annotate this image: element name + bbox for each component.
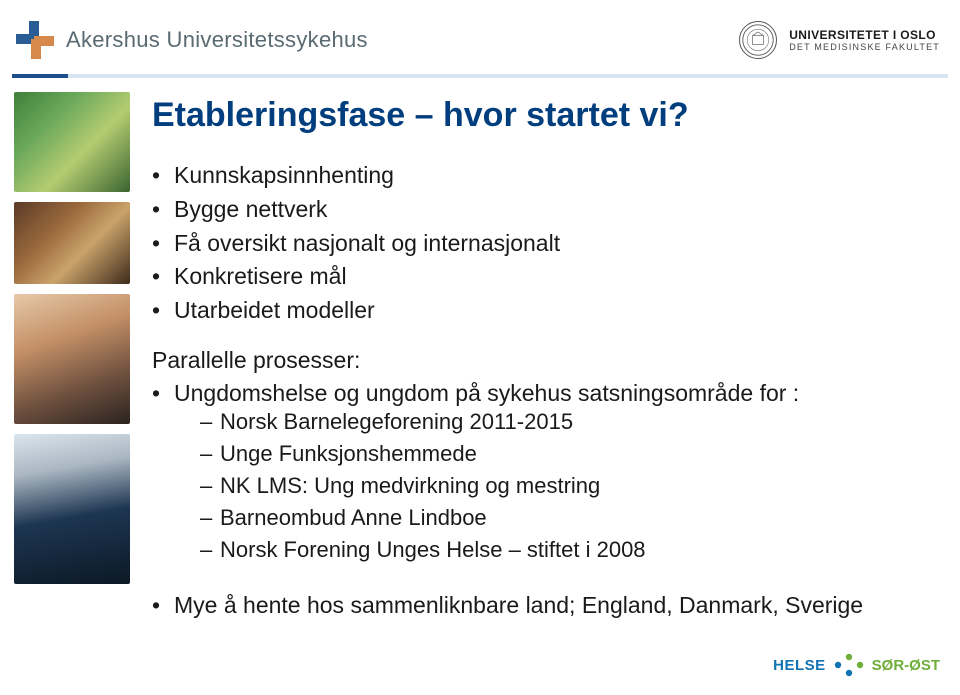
- sub-item: Norsk Barnelegeforening 2011-2015: [200, 408, 920, 436]
- bullet-text: Ungdomshelse og ungdom på sykehus satsni…: [174, 380, 799, 406]
- spacer: [152, 569, 920, 591]
- content-area: Etableringsfase – hvor startet vi? Kunns…: [152, 96, 920, 625]
- sub-item: Unge Funksjonshemmede: [200, 440, 920, 468]
- photo-2: [14, 202, 130, 284]
- bullet-list-last: Mye å hente hos sammenliknbare land; Eng…: [152, 591, 920, 620]
- page-title: Etableringsfase – hvor startet vi?: [152, 96, 920, 135]
- sub-list: Norsk Barnelegeforening 2011-2015 Unge F…: [200, 408, 920, 565]
- slide: Akershus Universitetssykehus UNIVERSITET…: [0, 0, 960, 695]
- sorost-label: SØR-ØST: [872, 657, 940, 674]
- uio-subtitle: DET MEDISINSKE FAKULTET: [789, 43, 940, 52]
- footer-logo: HELSE SØR-ØST: [773, 651, 940, 679]
- accent-line: [12, 74, 948, 78]
- bullet-list-mid: Ungdomshelse og ungdom på sykehus satsni…: [152, 379, 920, 565]
- bullet-item: Bygge nettverk: [152, 195, 920, 224]
- sub-item: NK LMS: Ung medvirkning og mestring: [200, 472, 920, 500]
- section-label: Parallelle prosesser:: [152, 347, 920, 374]
- helse-dots-icon: [832, 651, 866, 679]
- bullet-item: Få oversikt nasjonalt og internasjonalt: [152, 229, 920, 258]
- bullet-list-top: Kunnskapsinnhenting Bygge nettverk Få ov…: [152, 161, 920, 325]
- uio-seal-icon: [739, 21, 777, 59]
- header: Akershus Universitetssykehus UNIVERSITET…: [14, 14, 940, 66]
- photo-3: [14, 294, 130, 424]
- uio-text: UNIVERSITETET I OSLO DET MEDISINSKE FAKU…: [789, 29, 940, 52]
- photo-1: [14, 92, 130, 192]
- bullet-item: Konkretisere mål: [152, 262, 920, 291]
- sub-item: Norsk Forening Unges Helse – stiftet i 2…: [200, 536, 920, 564]
- ahus-name: Akershus Universitetssykehus: [66, 27, 368, 53]
- uio-title: UNIVERSITETET I OSLO: [789, 29, 940, 41]
- photo-strip: [14, 92, 130, 584]
- bullet-item: Mye å hente hos sammenliknbare land; Eng…: [152, 591, 920, 620]
- uio-logo: UNIVERSITETET I OSLO DET MEDISINSKE FAKU…: [739, 21, 940, 59]
- photo-4: [14, 434, 130, 584]
- sub-item: Barneombud Anne Lindboe: [200, 504, 920, 532]
- ahus-logo: Akershus Universitetssykehus: [14, 19, 368, 61]
- bullet-item: Ungdomshelse og ungdom på sykehus satsni…: [152, 379, 920, 565]
- helse-label: HELSE: [773, 657, 826, 674]
- bullet-item: Kunnskapsinnhenting: [152, 161, 920, 190]
- bullet-item: Utarbeidet modeller: [152, 296, 920, 325]
- ahus-logo-icon: [14, 19, 56, 61]
